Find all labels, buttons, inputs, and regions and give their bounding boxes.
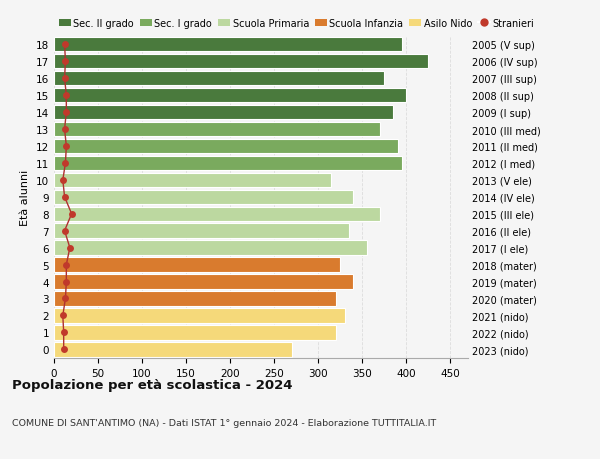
Bar xyxy=(54,38,402,52)
Text: Popolazione per età scolastica - 2024: Popolazione per età scolastica - 2024 xyxy=(12,379,293,392)
Bar xyxy=(54,308,344,323)
Bar xyxy=(54,275,353,289)
Y-axis label: Età alunni: Età alunni xyxy=(20,169,31,225)
Bar xyxy=(54,72,385,86)
Bar xyxy=(54,157,402,171)
Bar xyxy=(54,55,428,69)
Bar xyxy=(54,89,406,103)
Bar xyxy=(54,224,349,238)
Bar xyxy=(54,173,331,188)
Bar xyxy=(54,207,380,221)
Bar xyxy=(54,106,393,120)
Bar xyxy=(54,258,340,272)
Bar xyxy=(54,342,292,357)
Legend: Sec. II grado, Sec. I grado, Scuola Primaria, Scuola Infanzia, Asilo Nido, Stran: Sec. II grado, Sec. I grado, Scuola Prim… xyxy=(59,19,535,28)
Bar xyxy=(54,291,336,306)
Text: COMUNE DI SANT'ANTIMO (NA) - Dati ISTAT 1° gennaio 2024 - Elaborazione TUTTITALI: COMUNE DI SANT'ANTIMO (NA) - Dati ISTAT … xyxy=(12,418,436,427)
Bar xyxy=(54,140,398,154)
Bar xyxy=(54,241,367,255)
Bar xyxy=(54,123,380,137)
Bar xyxy=(54,190,353,205)
Bar xyxy=(54,325,336,340)
